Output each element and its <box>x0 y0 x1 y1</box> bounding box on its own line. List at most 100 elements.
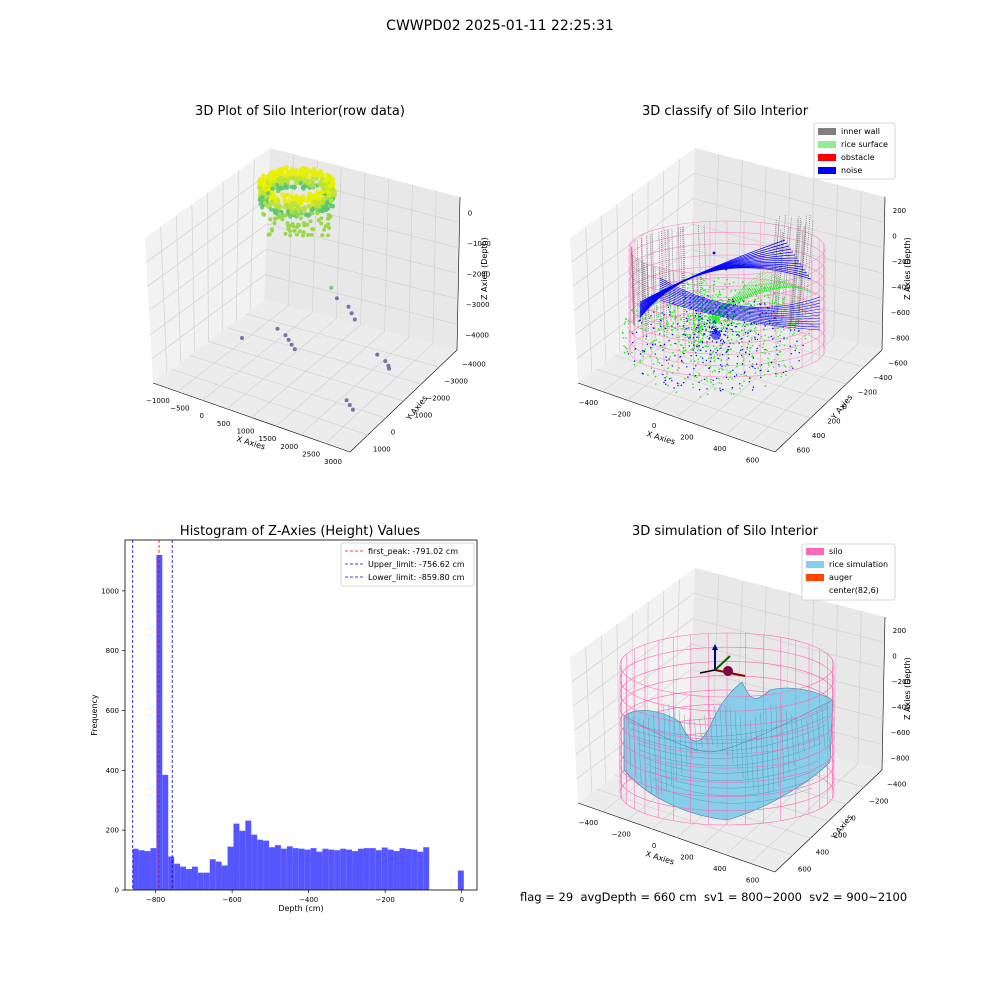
histogram-bar <box>191 866 198 890</box>
surface-point <box>793 332 795 334</box>
data-point <box>349 311 354 316</box>
wall-strand <box>789 219 799 320</box>
noise-point <box>748 340 750 342</box>
tick-label: −200 <box>612 830 631 838</box>
surface-point <box>687 314 689 317</box>
surface-point <box>711 298 714 301</box>
surface-point <box>644 317 646 320</box>
surface-point <box>697 317 700 320</box>
surface-point <box>673 309 675 311</box>
noise-point <box>715 341 718 343</box>
noise-point <box>727 336 729 339</box>
noise-point <box>793 329 796 331</box>
noise-point <box>640 322 643 324</box>
noise-point <box>789 345 791 347</box>
noise-point <box>690 306 693 309</box>
surface-point <box>679 344 682 346</box>
noise-point <box>760 369 762 372</box>
surface-point <box>623 323 626 325</box>
histogram-bar <box>138 850 145 890</box>
noise-point <box>740 354 743 357</box>
surface-point <box>271 191 277 197</box>
surface-mesh <box>627 706 831 737</box>
wall-strand <box>658 268 662 331</box>
noise-point <box>645 335 648 337</box>
histogram-bar <box>180 866 187 890</box>
surface-point <box>329 177 335 182</box>
surface-point <box>644 348 647 350</box>
x-axis-label: X Axies <box>645 429 676 446</box>
tick-label: 0 <box>843 403 847 411</box>
surface-mesh <box>642 751 821 774</box>
surface-point <box>684 309 687 311</box>
surface-point <box>274 198 279 203</box>
noise-point <box>764 349 766 351</box>
surface-point <box>690 314 692 317</box>
surface-point <box>718 368 721 370</box>
noise-point <box>701 318 703 320</box>
surface-point <box>717 316 720 319</box>
data-point <box>352 317 357 322</box>
noise-point <box>771 338 774 340</box>
surface-point <box>633 363 636 366</box>
noise-point <box>733 375 736 378</box>
surface-point <box>330 187 335 192</box>
surface-point <box>273 170 279 175</box>
noise-point <box>705 359 707 362</box>
tick-label: −800 <box>890 334 909 342</box>
surface-point <box>731 378 733 380</box>
surface-point <box>718 290 721 292</box>
tick-label: 400 <box>713 865 726 873</box>
tick-labels: −400 −200 0 200 400 600 600 400 200 0 −200 −400 200 0… <box>579 627 911 885</box>
wall-strand <box>792 217 802 319</box>
noise-point <box>737 333 739 336</box>
noise-point <box>711 327 713 329</box>
surface-point <box>720 344 723 347</box>
noise-point <box>727 357 730 359</box>
surface-point <box>292 228 297 233</box>
noise-point <box>694 315 697 317</box>
noise-point <box>634 348 637 350</box>
tick-label: 1000 <box>373 446 391 454</box>
surface-point <box>311 166 317 171</box>
histogram-bar <box>150 848 157 890</box>
surface-point <box>745 302 747 304</box>
wall-strand <box>636 240 640 318</box>
noise-point <box>709 311 711 313</box>
histogram-bar <box>215 861 222 890</box>
noise-point <box>709 360 712 363</box>
surface-point <box>714 388 716 391</box>
surface-point <box>731 388 733 390</box>
noise-point <box>767 370 769 373</box>
tick-label: 3000 <box>324 458 342 466</box>
surface-point <box>688 309 691 311</box>
grid-line <box>150 248 459 335</box>
tick-label: 400 <box>816 849 829 857</box>
surface-point <box>722 326 725 328</box>
y-tick-label: 1000 <box>101 587 119 595</box>
surface-point <box>743 328 746 331</box>
surface-point <box>715 293 717 296</box>
histogram-bar <box>292 848 299 890</box>
surface-point <box>707 330 710 333</box>
surface-point <box>782 301 785 304</box>
legend-label: silo <box>829 547 843 556</box>
noise-arc <box>659 297 821 328</box>
noise-point <box>760 376 762 379</box>
noise-point <box>642 373 644 375</box>
noise-point <box>756 350 758 352</box>
surface-point <box>739 322 741 325</box>
surface-point <box>654 375 657 378</box>
noise-arc <box>659 287 821 316</box>
surface-point <box>740 373 742 376</box>
surface-point <box>321 201 326 206</box>
surface-point <box>682 351 684 354</box>
noise-point <box>679 356 682 358</box>
noise-point <box>735 374 738 376</box>
surface-mesh <box>796 718 800 759</box>
noise-point <box>733 311 735 313</box>
surface-point <box>695 291 697 293</box>
surface-mesh <box>816 710 820 746</box>
surface-point <box>750 329 752 331</box>
surface-point <box>692 289 695 291</box>
